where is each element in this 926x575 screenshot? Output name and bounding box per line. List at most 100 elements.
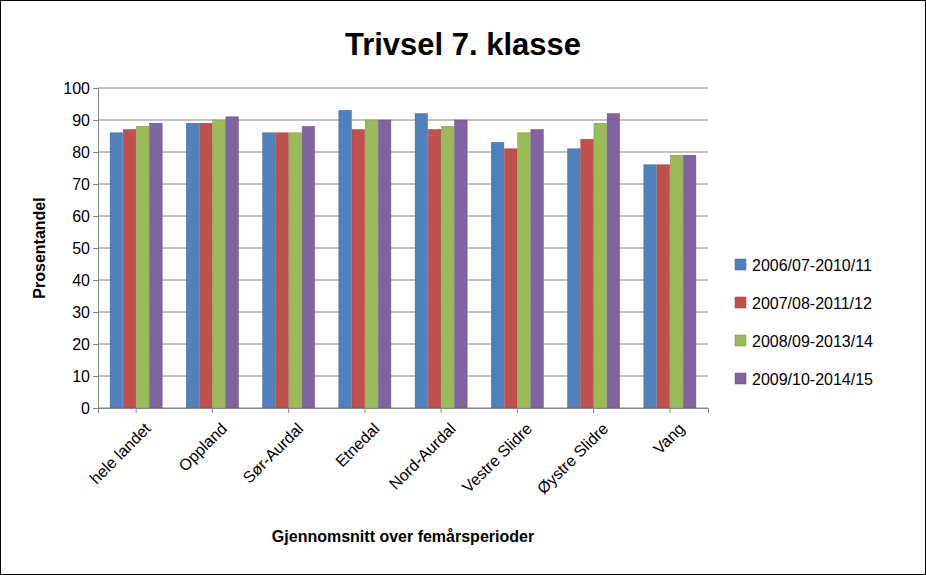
bar: [339, 110, 352, 408]
x-axis: hele landet OpplandSør-Aurdal EtnedalNord-…: [86, 408, 708, 497]
y-tick: 40: [72, 272, 98, 289]
x-tick-label: Nord-Aurdal: [386, 420, 459, 493]
bar: [110, 133, 123, 408]
y-tick-label: 90: [72, 112, 90, 129]
legend-label: 2008/09-2013/14: [752, 333, 873, 350]
bar: [200, 123, 213, 408]
bar: [505, 149, 518, 408]
y-tick: 20: [72, 336, 98, 353]
legend-label: 2009/10-2014/15: [752, 371, 873, 388]
bar: [581, 139, 594, 408]
x-tick-label: Vestre Slidre: [459, 420, 535, 496]
bar: [302, 126, 315, 408]
y-tick-mark: [93, 184, 98, 185]
chart: 0 10 20 30 40 50 60 70 80 90 100 hele landet Oppland…: [0, 0, 926, 575]
y-tick-label: 100: [63, 80, 90, 97]
bar: [263, 133, 276, 408]
y-tick: 100: [63, 80, 98, 97]
y-tick-mark: [93, 152, 98, 153]
bar-series: [123, 123, 669, 408]
bar: [289, 133, 302, 408]
y-tick-mark: [93, 216, 98, 217]
bar: [518, 133, 531, 408]
y-tick-label: 50: [72, 240, 90, 257]
y-axis-title: Prosentandel: [31, 197, 48, 298]
y-axis: 0 10 20 30 40 50 60 70 80 90 100: [63, 80, 98, 417]
y-tick: 50: [72, 240, 98, 257]
x-tick-label: hele landet: [86, 419, 154, 487]
x-axis-title: Gjennomsnitt over femårsperioder: [272, 528, 534, 545]
x-tick: Vang: [650, 408, 688, 457]
y-tick-mark: [93, 312, 98, 313]
bar: [455, 120, 468, 408]
grid-line: [98, 88, 708, 89]
legend-label: 2007/08-2011/12: [752, 295, 872, 312]
legend-swatch: [735, 297, 746, 308]
y-tick: 30: [72, 304, 98, 321]
bar: [441, 126, 454, 408]
chart-frame: [1, 1, 926, 575]
bar: [150, 123, 163, 408]
bar: [186, 123, 199, 408]
bar: [594, 123, 607, 408]
x-axis-line: [99, 409, 709, 414]
bar-series: [150, 114, 696, 408]
bar: [378, 120, 391, 408]
y-tick-label: 40: [72, 272, 90, 289]
y-tick-mark: [93, 248, 98, 249]
y-tick: 80: [72, 144, 98, 161]
y-tick-label: 60: [72, 208, 90, 225]
bar: [607, 114, 620, 408]
bar: [365, 120, 378, 408]
y-tick-label: 80: [72, 144, 90, 161]
y-tick: 60: [72, 208, 98, 225]
bar-series: [110, 110, 656, 408]
x-tick: Etnedal: [332, 408, 382, 470]
y-tick-mark: [93, 344, 98, 345]
x-tick-label: Øystre Slidre: [534, 420, 611, 497]
y-tick: 0: [81, 400, 98, 417]
x-tick-mark: [212, 408, 213, 413]
bar: [352, 130, 365, 408]
bar: [531, 130, 544, 408]
y-tick-mark: [93, 88, 98, 89]
x-tick-label: Vang: [650, 420, 688, 458]
y-tick: 10: [72, 368, 98, 385]
y-tick-label: 70: [72, 176, 90, 193]
grid: [98, 88, 708, 408]
y-tick-mark: [93, 376, 98, 377]
y-tick-mark: [93, 408, 98, 409]
bar: [657, 165, 670, 408]
bar: [644, 165, 657, 408]
x-tick-mark: [441, 408, 442, 413]
x-tick-mark: [517, 408, 518, 413]
legend-label: 2006/07-2010/11: [752, 257, 872, 274]
legend-swatch: [735, 373, 746, 384]
bar: [123, 130, 136, 408]
bar: [428, 130, 441, 408]
bar: [276, 133, 289, 408]
y-tick-label: 30: [72, 304, 90, 321]
y-axis-line: [93, 89, 99, 409]
x-tick: hele landet: [86, 408, 154, 487]
bar: [226, 117, 239, 408]
x-tick-mark: [669, 408, 670, 413]
y-tick-label: 0: [81, 400, 90, 417]
y-tick-mark: [93, 280, 98, 281]
x-tick: Øystre Slidre: [534, 408, 611, 497]
x-tick-label: Oppland: [175, 420, 230, 475]
y-tick-label: 20: [72, 336, 90, 353]
bar: [213, 120, 226, 408]
bar: [491, 142, 504, 408]
x-tick: Vestre Slidre: [459, 408, 535, 496]
legend: 2006/07-2010/11 2007/08-2011/12 2008/09-20…: [735, 257, 873, 388]
x-tick: Sør-Aurdal: [240, 408, 307, 486]
bar: [683, 155, 696, 408]
y-tick: 90: [72, 112, 98, 129]
bars: [110, 110, 696, 408]
x-tick-mark: [593, 408, 594, 413]
plot: 0 10 20 30 40 50 60 70 80 90 100 hele landet Oppland…: [63, 80, 708, 498]
x-tick-mark: [364, 408, 365, 413]
x-tick-label: Sør-Aurdal: [240, 420, 307, 487]
bar: [415, 114, 428, 408]
